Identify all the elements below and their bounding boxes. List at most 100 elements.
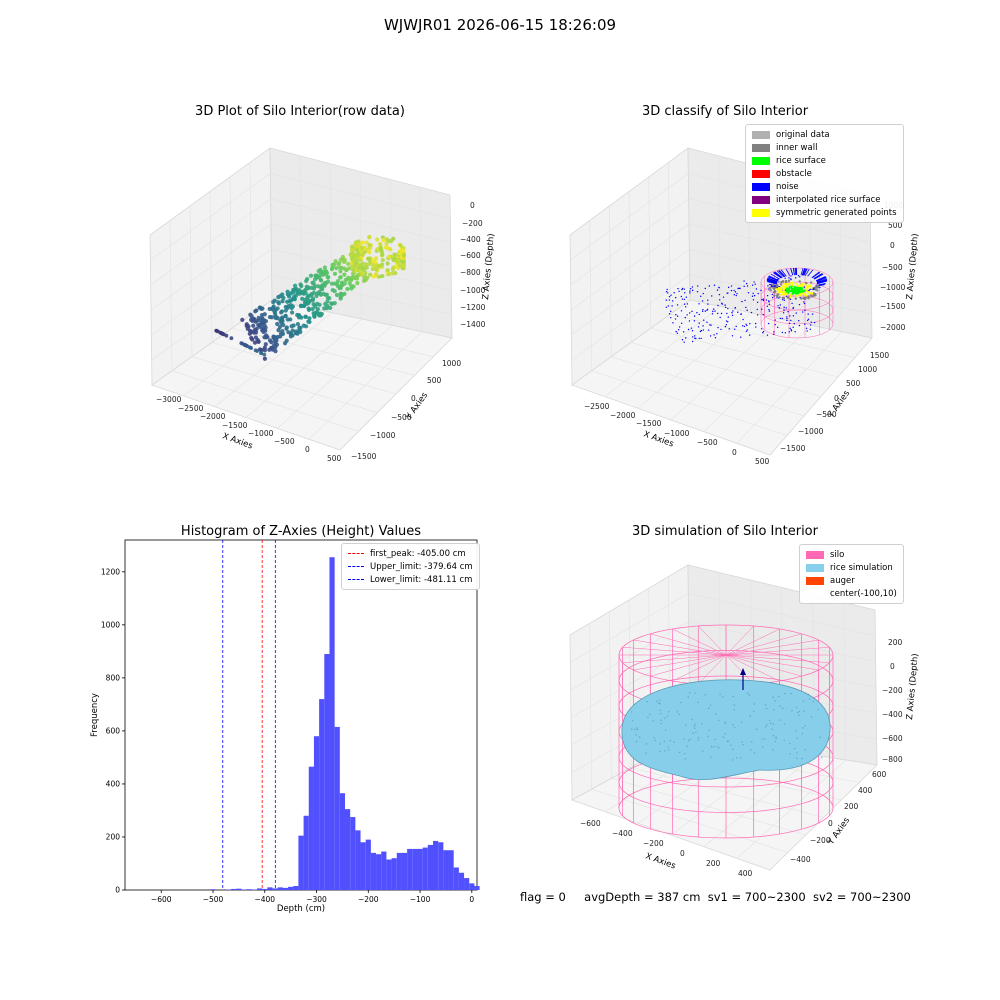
grid-line — [308, 331, 423, 440]
silo-roof-wire — [725, 654, 754, 685]
noise-point — [684, 316, 686, 319]
noise-point — [683, 298, 686, 301]
legend-item: rice simulation — [806, 561, 897, 574]
data-point — [262, 352, 267, 357]
data-point — [370, 258, 375, 263]
noise-point — [735, 325, 737, 328]
noise-point — [803, 302, 806, 305]
data-point — [398, 243, 403, 248]
data-point — [374, 267, 379, 272]
rice-mesh-point — [732, 724, 734, 726]
data-point — [340, 281, 345, 287]
noise-point — [768, 309, 770, 311]
noise-point — [698, 313, 700, 316]
panel-3d-raw: −3000 −2500 −2000 −1500 −1000 −500 0 500… — [149, 147, 497, 463]
data-point — [315, 291, 320, 296]
legend-item: auger — [806, 574, 897, 587]
x-tick: −2500 — [178, 404, 204, 413]
classified-point — [807, 297, 810, 300]
noise-point — [785, 307, 787, 309]
histogram-bar — [381, 851, 387, 890]
classified-point — [771, 283, 775, 287]
data-point — [252, 327, 258, 332]
z-tick: −600 — [882, 734, 903, 743]
rice-mesh-point — [819, 752, 821, 755]
noise-stroke — [780, 269, 787, 277]
rice-mesh-point — [636, 728, 638, 731]
noise-point — [665, 290, 668, 293]
data-point — [349, 286, 354, 291]
y-tick-labels: −1500 −1000 −500 0 500 1000 1500 — [780, 351, 889, 453]
rice-mesh-point — [686, 745, 688, 748]
noise-point — [704, 287, 706, 290]
data-point — [280, 299, 285, 304]
classified-point — [786, 287, 789, 290]
legend-swatch — [806, 576, 824, 585]
histogram-bar — [257, 888, 263, 890]
z-tick-labels: −1400 −1200 −1000 −800 −600 −400 −200 0 — [460, 201, 486, 329]
data-point — [292, 296, 297, 301]
data-point — [291, 287, 296, 292]
rice-mesh-point — [796, 711, 799, 714]
data-point — [252, 340, 258, 345]
classified-point — [787, 279, 791, 282]
grid-line — [571, 274, 690, 361]
data-point — [311, 302, 316, 307]
rice-mesh-point — [716, 745, 718, 748]
noise-point — [675, 313, 677, 316]
noise-stroke — [800, 268, 804, 276]
rice-mesh-point — [697, 701, 699, 704]
y-tick: 0 — [411, 394, 416, 403]
data-point — [248, 317, 254, 322]
x-tick: −1000 — [664, 429, 690, 438]
rice-mesh-point — [706, 735, 709, 738]
rice-mesh-point — [673, 741, 675, 743]
panel-3-title: Histogram of Z-Axies (Height) Values — [180, 524, 422, 539]
noise-point — [788, 277, 790, 279]
rice-mesh-point — [751, 741, 753, 743]
histogram-bar — [231, 888, 237, 890]
rice-mesh-point — [733, 709, 735, 711]
noise-point — [768, 310, 771, 312]
histogram-bar — [313, 736, 320, 890]
noise-point — [751, 295, 754, 297]
data-point — [272, 309, 277, 314]
noise-stroke — [778, 270, 785, 277]
x-tick: −1000 — [248, 429, 274, 438]
rice-mesh-point — [748, 694, 751, 696]
data-point — [384, 237, 389, 242]
classified-point — [794, 289, 798, 292]
classified-point — [780, 285, 784, 288]
noise-point — [788, 331, 790, 333]
rice-mesh-point — [796, 752, 798, 754]
noise-point — [690, 327, 693, 329]
classified-point — [775, 287, 778, 291]
data-point — [295, 331, 300, 336]
z-tick: −400 — [882, 710, 903, 719]
y-tick: −1000 — [370, 431, 396, 440]
histogram-bar — [277, 887, 283, 890]
rice-mesh-point — [784, 692, 786, 695]
classified-point — [799, 287, 802, 291]
data-point — [322, 306, 327, 311]
rice-mesh-point — [722, 736, 724, 738]
noise-point — [810, 321, 812, 323]
status-sv2: sv2 = 700~2300 — [812, 890, 911, 904]
noise-point — [731, 312, 733, 314]
rice-mesh-point — [782, 707, 784, 710]
noise-point — [725, 320, 728, 322]
status-line: flag = 0 avgDepth = 387 cm sv1 = 700~230… — [520, 890, 911, 904]
histogram-bar — [298, 835, 304, 890]
rice-mesh-point — [653, 737, 656, 739]
noise-point — [756, 301, 759, 304]
noise-point — [803, 323, 806, 325]
classified-point — [795, 283, 798, 286]
histogram-bar — [360, 842, 366, 890]
rice-mesh-point — [779, 719, 782, 721]
noise-point — [789, 322, 791, 324]
silo-roof-wire — [725, 639, 819, 656]
noise-stroke — [813, 273, 823, 279]
rice-mesh-point — [772, 696, 774, 698]
noise-point — [746, 329, 749, 331]
classified-point — [809, 281, 813, 284]
